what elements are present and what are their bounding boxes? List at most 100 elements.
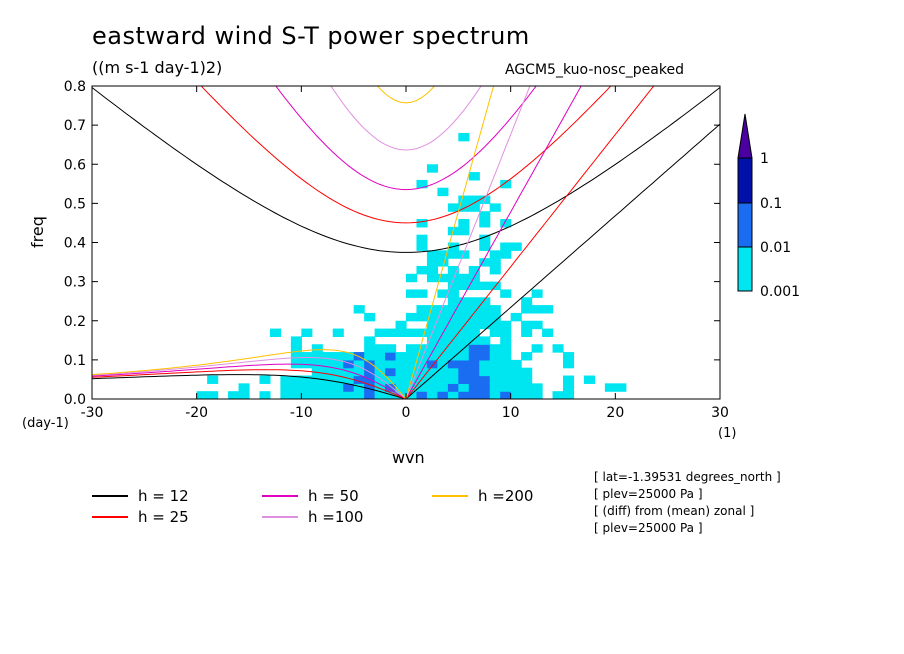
- contour-cell: [406, 391, 418, 399]
- contour-cell: [364, 383, 376, 392]
- contour-cell: [510, 359, 522, 369]
- contour-cell: [426, 391, 438, 399]
- contour-cell: [500, 219, 512, 228]
- contour-cell: [416, 265, 428, 275]
- y-tick-label: 0.5: [64, 196, 86, 212]
- curve-h12-kelvin: [405, 123, 720, 399]
- contour-cell: [426, 367, 438, 377]
- contour-cell: [552, 391, 564, 399]
- contour-cell: [489, 258, 501, 267]
- contour-cell: [301, 352, 313, 361]
- contour-cell: [500, 359, 512, 369]
- chart-units: ((m s-1 day-1)2): [92, 58, 223, 77]
- legend-swatch-h12: [92, 495, 128, 497]
- contour-cell: [500, 391, 512, 399]
- contour-cell: [332, 359, 344, 369]
- contour-cell: [311, 367, 323, 377]
- contour-cell: [447, 375, 459, 384]
- contour-cell: [510, 383, 522, 392]
- contour-cell: [458, 305, 470, 314]
- contour-cell: [385, 383, 397, 392]
- contour-cell: [353, 391, 365, 399]
- contour-cell: [290, 383, 302, 392]
- contour-cell: [416, 375, 428, 384]
- contour-cell: [458, 312, 470, 322]
- colorbar-label: 0.001: [760, 284, 800, 300]
- contour-cell: [395, 320, 407, 330]
- contour-cell: [531, 391, 543, 399]
- contour-cell: [374, 383, 386, 392]
- contour-cell: [311, 375, 323, 384]
- contour-cell: [458, 359, 470, 369]
- contour-cell: [364, 391, 376, 399]
- x-axis-label: wvn: [392, 448, 425, 467]
- contour-cell: [332, 367, 344, 377]
- contour-cell: [458, 328, 470, 337]
- colorbar-band: [737, 202, 753, 248]
- contour-cell: [385, 352, 397, 361]
- contour-cell: [416, 289, 428, 298]
- contour-cell: [437, 289, 449, 298]
- contour-cell: [280, 375, 292, 384]
- legend-swatch-h50: [262, 495, 298, 497]
- contour-cell: [437, 273, 449, 283]
- contour-cell: [489, 265, 501, 275]
- contour-cell: [416, 359, 428, 369]
- contour-cell: [374, 391, 386, 399]
- contour-cell: [479, 258, 491, 267]
- contour-cell: [521, 320, 533, 330]
- contour-cell: [479, 352, 491, 361]
- contour-cell: [447, 359, 459, 369]
- contour-cell: [458, 219, 470, 228]
- contour-cell: [437, 391, 449, 399]
- contour-cell: [479, 281, 491, 291]
- contour-cell: [416, 352, 428, 361]
- contour-cell: [311, 344, 323, 353]
- contour-cell: [447, 344, 459, 353]
- contour-cell: [468, 391, 480, 399]
- contour-cell: [437, 320, 449, 330]
- contour-cell: [531, 305, 543, 314]
- contour-cell: [322, 391, 334, 399]
- contour-cell: [542, 305, 554, 314]
- contour-cell: [406, 273, 418, 283]
- contour-cell: [290, 352, 302, 361]
- contour-cell: [374, 328, 386, 337]
- contour-cell: [500, 352, 512, 361]
- contour-cell: [406, 359, 418, 369]
- contour-cell: [468, 305, 480, 314]
- contour-cell: [395, 383, 407, 392]
- contour-cell: [322, 367, 334, 377]
- contour-cell: [416, 391, 428, 399]
- contour-cell: [563, 383, 575, 392]
- info-line: [ lat=-1.39531 degrees_north ]: [594, 470, 781, 484]
- contour-cell: [290, 336, 302, 345]
- contour-cell: [468, 383, 480, 392]
- x-tick-label: 30: [711, 405, 729, 421]
- info-line: [ (diff) from (mean) zonal ]: [594, 504, 755, 518]
- curve-h100-kelvin: [405, 86, 531, 399]
- y-tick-label: 0.4: [64, 236, 86, 252]
- curve-h200-rossby: [92, 349, 407, 399]
- contour-cell: [468, 344, 480, 353]
- contour-cell: [479, 312, 491, 322]
- contour-cell: [510, 312, 522, 322]
- contour-cell: [468, 328, 480, 337]
- contour-cell: [290, 344, 302, 353]
- contour-cell: [374, 359, 386, 369]
- contour-cell: [583, 375, 595, 384]
- contour-cell: [447, 320, 459, 330]
- contour-cell: [416, 328, 428, 337]
- contour-cell: [500, 289, 512, 298]
- contour-cell: [353, 367, 365, 377]
- contour-cell: [364, 312, 376, 322]
- contour-cell: [510, 391, 522, 399]
- contour-cell: [238, 391, 250, 399]
- contour-cell: [364, 344, 376, 353]
- contour-cell: [500, 375, 512, 384]
- contour-cell: [500, 344, 512, 353]
- contour-cell: [343, 391, 355, 399]
- contour-cell: [416, 242, 428, 251]
- legend-swatch-h200: [432, 495, 468, 497]
- contour-cell: [510, 367, 522, 377]
